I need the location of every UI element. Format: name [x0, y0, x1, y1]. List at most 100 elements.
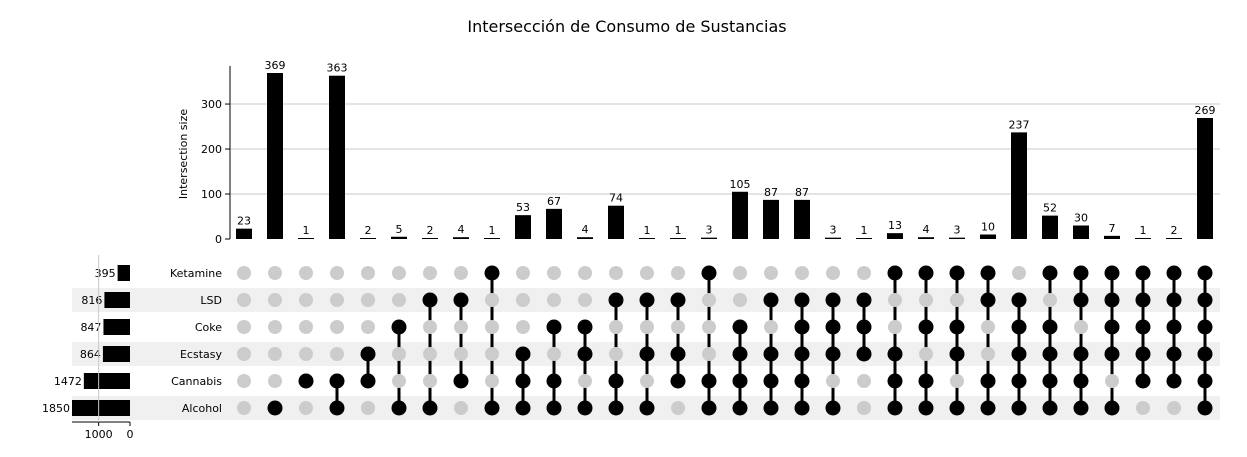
membership-dot-inactive [423, 320, 437, 334]
membership-dot-active [763, 373, 779, 389]
membership-dot-inactive [268, 347, 282, 361]
membership-dot-active [1073, 346, 1089, 362]
membership-dot-active [422, 292, 438, 308]
membership-dot-active [887, 400, 903, 416]
bar-value-label: 7 [1109, 222, 1116, 235]
membership-dot-inactive [919, 293, 933, 307]
membership-dot-active [794, 373, 810, 389]
set-size-bar [102, 346, 130, 362]
membership-dot-active [887, 265, 903, 281]
membership-dot-active [794, 400, 810, 416]
membership-dot-active [701, 265, 717, 281]
membership-dot-inactive [1105, 374, 1119, 388]
membership-dot-inactive [1012, 266, 1026, 280]
membership-dot-active [360, 373, 376, 389]
intersection-bar [887, 233, 903, 239]
membership-dot-active [515, 400, 531, 416]
membership-dot-active [515, 346, 531, 362]
membership-dot-inactive [795, 266, 809, 280]
membership-dot-inactive [299, 293, 313, 307]
set-name-label: Alcohol [182, 402, 222, 415]
membership-dot-active [1042, 373, 1058, 389]
membership-dot-inactive [609, 320, 623, 334]
membership-dot-active [732, 400, 748, 416]
set-size-label: 395 [95, 267, 116, 280]
membership-dot-inactive [950, 293, 964, 307]
membership-dot-inactive [454, 266, 468, 280]
membership-dot-inactive [888, 320, 902, 334]
intersection-bar [825, 237, 841, 239]
membership-dot-active [1197, 373, 1213, 389]
membership-dot-active [732, 346, 748, 362]
membership-dot-inactive [609, 266, 623, 280]
membership-dot-inactive [299, 347, 313, 361]
intersection-bar [298, 238, 314, 239]
membership-dot-active [453, 292, 469, 308]
membership-dot-inactive [423, 347, 437, 361]
bar-value-label: 269 [1195, 104, 1216, 117]
membership-dot-active [825, 319, 841, 335]
membership-dot-inactive [950, 374, 964, 388]
membership-dot-inactive [361, 401, 375, 415]
membership-dot-active [1073, 400, 1089, 416]
intersection-bar [267, 73, 283, 239]
membership-dot-active [701, 373, 717, 389]
membership-dot-active [608, 292, 624, 308]
membership-dot-active [639, 400, 655, 416]
membership-dot-active [1135, 373, 1151, 389]
membership-dot-active [608, 400, 624, 416]
grid-layer [230, 103, 1220, 195]
y-axis: 0 100 200 300 [201, 66, 231, 246]
membership-dot-inactive [268, 266, 282, 280]
bar-value-label: 87 [764, 186, 778, 199]
membership-dot-inactive [857, 401, 871, 415]
bar-value-label: 3 [954, 224, 961, 237]
membership-dot-inactive [485, 320, 499, 334]
membership-dot-inactive [361, 293, 375, 307]
membership-dot-active [1197, 346, 1213, 362]
bar-value-label: 1 [303, 224, 310, 237]
membership-dot-active [980, 265, 996, 281]
membership-dot-active [1135, 346, 1151, 362]
bar-value-label: 105 [730, 178, 751, 191]
bar-value-label: 53 [516, 201, 530, 214]
y-tick-label: 200 [201, 143, 222, 156]
set-name-label: Cannabis [171, 375, 222, 388]
membership-dot-inactive [361, 320, 375, 334]
membership-dot-inactive [888, 293, 902, 307]
bar-value-label: 74 [609, 192, 623, 205]
membership-dot-active [391, 400, 407, 416]
membership-dot-inactive [547, 266, 561, 280]
membership-dot-active [1104, 319, 1120, 335]
membership-matrix [237, 265, 1213, 416]
intersection-bar [484, 238, 500, 239]
bar-value-label: 13 [888, 219, 902, 232]
membership-dot-active [577, 319, 593, 335]
intersection-bar [763, 199, 779, 239]
membership-dot-active [515, 373, 531, 389]
set-size-tick-label: 1000 [85, 428, 113, 441]
intersection-bar [515, 215, 531, 239]
membership-dot-active [949, 265, 965, 281]
intersection-bar [546, 208, 562, 239]
set-size-label: 816 [81, 294, 102, 307]
membership-dot-inactive [237, 320, 251, 334]
membership-dot-inactive [392, 347, 406, 361]
intersection-bar [236, 228, 252, 239]
membership-dot-inactive [485, 293, 499, 307]
intersection-bar [360, 238, 376, 239]
membership-dot-inactive [671, 401, 685, 415]
set-size-bar [103, 319, 130, 335]
membership-dot-inactive [237, 374, 251, 388]
set-name-label: Coke [195, 321, 222, 334]
membership-dot-active [763, 400, 779, 416]
membership-dot-inactive [1074, 320, 1088, 334]
bar-value-label: 2 [427, 224, 434, 237]
membership-dot-active [763, 292, 779, 308]
membership-dot-inactive [702, 320, 716, 334]
membership-dot-inactive [516, 266, 530, 280]
membership-dot-active [980, 373, 996, 389]
membership-dot-active [794, 319, 810, 335]
membership-dot-inactive [547, 347, 561, 361]
